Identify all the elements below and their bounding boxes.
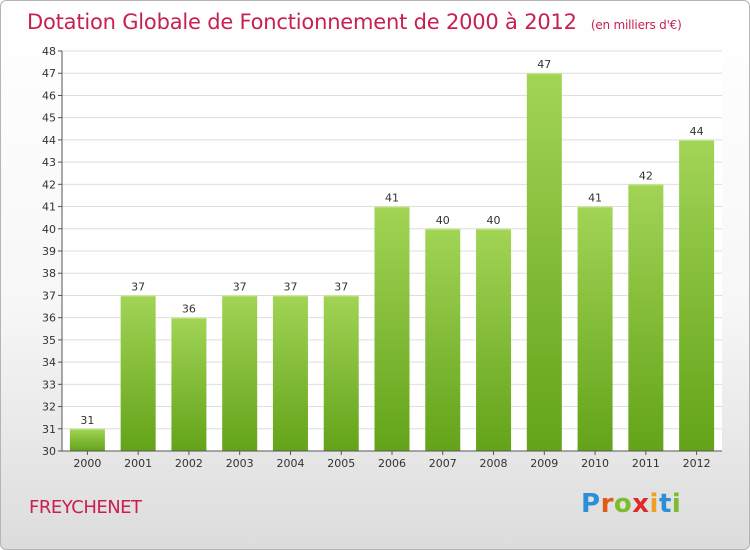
logo-letter: t xyxy=(658,489,672,519)
bar-value-label: 40 xyxy=(487,214,501,227)
bar xyxy=(526,73,562,451)
logo-letter: o xyxy=(613,489,633,519)
bar xyxy=(628,184,664,452)
logo-letter: P xyxy=(581,489,601,519)
x-tick-label: 2009 xyxy=(530,457,558,470)
y-tick-label: 38 xyxy=(42,267,56,280)
x-tick-label: 2006 xyxy=(378,457,406,470)
place-name: FREYCHENET xyxy=(29,497,142,518)
y-tick-label: 34 xyxy=(42,356,56,369)
chart-title-text: Dotation Globale de Fonctionnement de 20… xyxy=(27,10,577,34)
bar-value-label: 41 xyxy=(588,192,602,205)
y-tick-label: 46 xyxy=(42,89,56,102)
y-tick-label: 43 xyxy=(42,156,56,169)
bar-value-label: 41 xyxy=(385,192,399,205)
bar xyxy=(323,295,359,451)
bar-value-label: 42 xyxy=(639,169,653,182)
bar xyxy=(120,295,156,451)
y-tick-label: 40 xyxy=(42,223,56,236)
bar-value-label: 40 xyxy=(436,214,450,227)
x-tick-label: 2003 xyxy=(226,457,254,470)
logo-letter: i xyxy=(671,489,682,519)
logo-letter: x xyxy=(632,489,650,519)
y-tick-label: 48 xyxy=(42,45,56,58)
bar xyxy=(272,295,308,451)
bar xyxy=(679,139,715,451)
proxiti-logo: Proxiti xyxy=(581,489,681,519)
y-tick-label: 37 xyxy=(42,289,56,302)
y-tick-label: 39 xyxy=(42,245,56,258)
y-tick-label: 35 xyxy=(42,334,56,347)
y-tick-label: 30 xyxy=(42,445,56,458)
bars xyxy=(69,73,715,452)
x-tick-label: 2001 xyxy=(124,457,152,470)
y-tick-label: 42 xyxy=(42,178,56,191)
y-tick-label: 36 xyxy=(42,312,56,325)
bar-value-label: 37 xyxy=(131,280,145,293)
axes xyxy=(58,50,722,455)
bar-value-label: 37 xyxy=(334,280,348,293)
bar xyxy=(374,206,410,451)
labels: 30 31 32 33 34 35 36 37 38 39 40 41 42 43 44 45 46 47 48 31… xyxy=(42,45,711,470)
x-tick-label: 2011 xyxy=(632,457,660,470)
x-tick-label: 2007 xyxy=(429,457,457,470)
x-tick-label: 2002 xyxy=(175,457,203,470)
bar xyxy=(425,228,461,451)
bar-value-label: 31 xyxy=(80,414,94,427)
chart-title: Dotation Globale de Fonctionnement de 20… xyxy=(27,10,682,34)
y-tick-label: 32 xyxy=(42,401,56,414)
bar xyxy=(476,228,512,451)
bar xyxy=(171,317,207,451)
y-tick-label: 41 xyxy=(42,201,56,214)
bar-value-label: 37 xyxy=(233,280,247,293)
x-tick-label: 2004 xyxy=(276,457,304,470)
y-tick-label: 45 xyxy=(42,112,56,125)
x-tick-label: 2000 xyxy=(73,457,101,470)
logo-letter: r xyxy=(600,489,614,519)
bar-value-label: 37 xyxy=(283,280,297,293)
x-tick-label: 2008 xyxy=(480,457,508,470)
y-tick-label: 31 xyxy=(42,423,56,436)
x-tick-label: 2005 xyxy=(327,457,355,470)
bar-value-label: 47 xyxy=(537,58,551,71)
bar xyxy=(69,428,105,451)
bar xyxy=(577,206,613,451)
bar xyxy=(222,295,258,451)
bar-value-label: 36 xyxy=(182,303,196,316)
logo-letter: i xyxy=(649,489,659,519)
y-tick-label: 33 xyxy=(42,378,56,391)
bar-value-label: 44 xyxy=(690,125,704,138)
chart-subtitle: (en milliers d'€) xyxy=(590,18,682,32)
x-tick-label: 2012 xyxy=(683,457,711,470)
y-tick-label: 44 xyxy=(42,134,56,147)
x-tick-label: 2010 xyxy=(581,457,609,470)
y-tick-label: 47 xyxy=(42,67,56,80)
